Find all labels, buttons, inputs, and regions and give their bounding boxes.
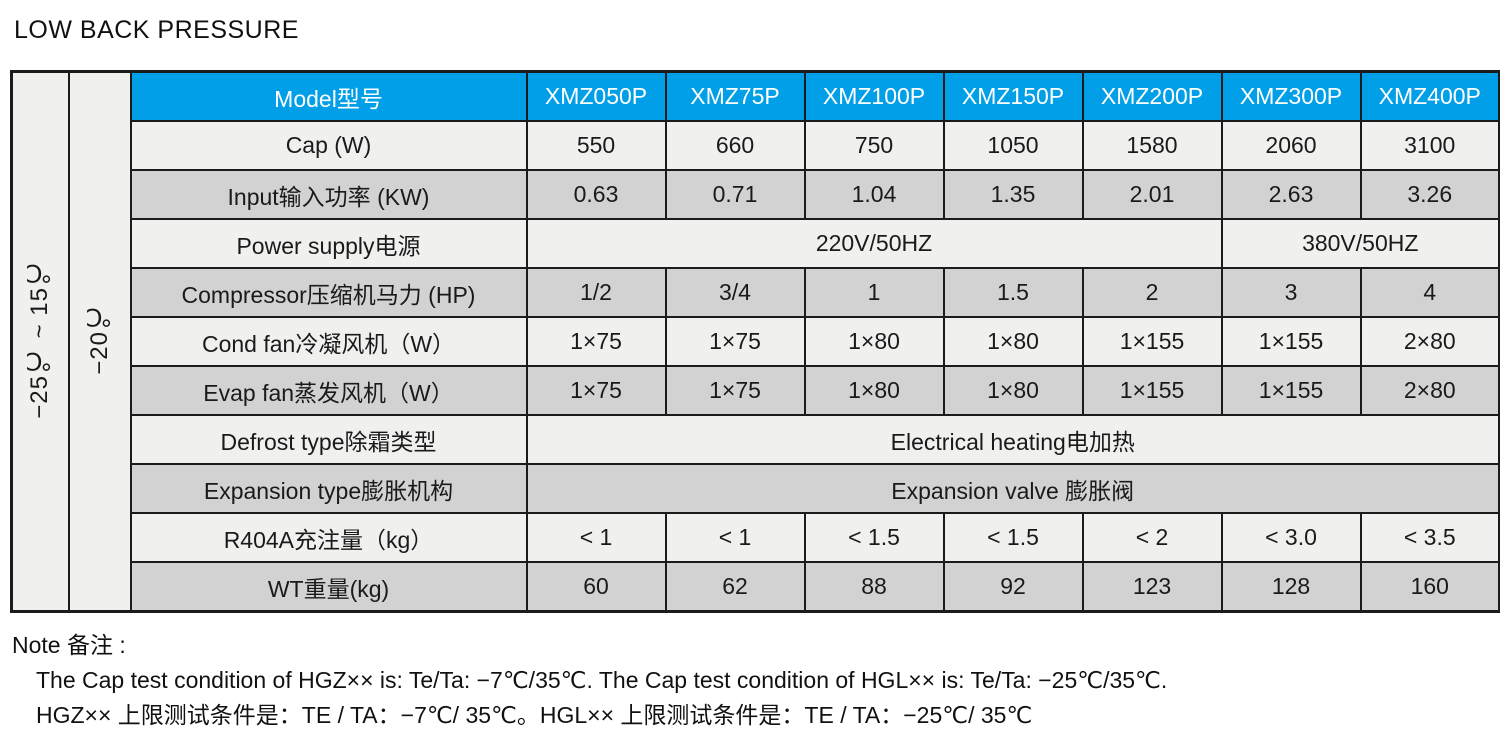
model-column-header: XMZ75P: [664, 70, 806, 122]
table-cell: 0.71: [664, 169, 806, 220]
table-cell: < 3.0: [1220, 512, 1362, 563]
table-cell: 2×80: [1359, 365, 1500, 416]
table-cell: 1×155: [1081, 316, 1223, 367]
row-label: Input输入功率 (KW): [129, 169, 528, 220]
note-line-english: The Cap test condition of HGZ×× is: Te/T…: [36, 667, 1168, 693]
table-cell: 1×80: [803, 365, 945, 416]
table-cell: 1×75: [525, 365, 667, 416]
table-cell: 160: [1359, 561, 1500, 613]
row-label: Cond fan冷凝风机（W）: [129, 316, 528, 367]
table-cell: < 3.5: [1359, 512, 1500, 563]
table-cell: 3: [1220, 267, 1362, 318]
table-cell: 2.63: [1220, 169, 1362, 220]
model-column-header: XMZ100P: [803, 70, 945, 122]
table-cell: 128: [1220, 561, 1362, 613]
table-cell: 1×75: [664, 365, 806, 416]
table-cell: 3.26: [1359, 169, 1500, 220]
row-label: Power supply电源: [129, 218, 528, 269]
table-row: WT重量(kg) 60 62 88 92 123 128 160: [12, 561, 1500, 613]
table-cell: 220V/50HZ: [525, 218, 1223, 269]
row-label: WT重量(kg): [129, 561, 528, 613]
table-cell: 123: [1081, 561, 1223, 613]
table-cell: Electrical heating电加热: [525, 414, 1500, 465]
model-header-label: Model型号: [129, 70, 528, 122]
table-cell: 1: [803, 267, 945, 318]
table-cell: 1×80: [942, 365, 1084, 416]
table-cell: < 1: [525, 512, 667, 563]
table-cell: 1×155: [1220, 316, 1362, 367]
model-column-header: XMZ050P: [525, 70, 667, 122]
table-row: Expansion type膨胀机构 Expansion valve 膨胀阀: [12, 463, 1500, 514]
table-cell: 2060: [1220, 120, 1362, 171]
table-cell: 1/2: [525, 267, 667, 318]
table-cell: < 1.5: [803, 512, 945, 563]
page-title: LOW BACK PRESSURE: [14, 16, 299, 44]
model-column-header: XMZ150P: [942, 70, 1084, 122]
row-label: Defrost type除霜类型: [129, 414, 528, 465]
note-section: Note 备注 : The Cap test condition of HGZ×…: [12, 628, 1167, 733]
table-cell: 1050: [942, 120, 1084, 171]
row-label: Compressor压缩机马力 (HP): [129, 267, 528, 318]
table-row: Power supply电源 220V/50HZ 380V/50HZ: [12, 218, 1500, 269]
table-cell: < 1: [664, 512, 806, 563]
table-cell: < 2: [1081, 512, 1223, 563]
temp-range-label: −25℃ ~ 15℃: [26, 258, 54, 419]
table-cell: 92: [942, 561, 1084, 613]
table-row: Defrost type除霜类型 Electrical heating电加热: [12, 414, 1500, 465]
table-cell: 1×80: [942, 316, 1084, 367]
table-cell: 660: [664, 120, 806, 171]
table-cell: 1.5: [942, 267, 1084, 318]
table-row: Cond fan冷凝风机（W） 1×75 1×75 1×80 1×80 1×155 1×15…: [12, 316, 1500, 367]
row-label: R404A充注量（kg）: [129, 512, 528, 563]
table-cell: 2×80: [1359, 316, 1500, 367]
model-header-row: −25℃ ~ 15℃ −20℃ Model型号 XMZ050P XMZ75P XMZ100…: [10, 70, 1500, 613]
evap-temp-cell: −20℃: [67, 70, 132, 613]
table-cell: 1.35: [942, 169, 1084, 220]
row-label: Expansion type膨胀机构: [129, 463, 528, 514]
table-row: Evap fan蒸发风机（W） 1×75 1×75 1×80 1×80 1×155 1×15…: [12, 365, 1500, 416]
table-cell: 1×155: [1081, 365, 1223, 416]
table-cell: 1580: [1081, 120, 1223, 171]
table-cell: 1×80: [803, 316, 945, 367]
table-row: Input输入功率 (KW) 0.63 0.71 1.04 1.35 2.01 2.63 3.…: [12, 169, 1500, 220]
table-cell: 62: [664, 561, 806, 613]
table-cell: 60: [525, 561, 667, 613]
table-cell: 1.04: [803, 169, 945, 220]
model-column-header: XMZ300P: [1220, 70, 1362, 122]
evap-temp-label: −20℃: [85, 302, 113, 375]
temp-range-cell: −25℃ ~ 15℃: [10, 70, 70, 613]
table-cell: 2.01: [1081, 169, 1223, 220]
table-cell: 3100: [1359, 120, 1500, 171]
table-cell: 3/4: [664, 267, 806, 318]
table-cell: 380V/50HZ: [1220, 218, 1500, 269]
table-cell: Expansion valve 膨胀阀: [525, 463, 1500, 514]
table-cell: 1×155: [1220, 365, 1362, 416]
spec-table: −25℃ ~ 15℃ −20℃ Model型号 XMZ050P XMZ75P XMZ100…: [10, 70, 1500, 613]
table-row: Cap (W) 550 660 750 1050 1580 2060 3100: [12, 120, 1500, 171]
table-cell: 0.63: [525, 169, 667, 220]
table-cell: 1×75: [525, 316, 667, 367]
table-cell: 88: [803, 561, 945, 613]
table-row: Compressor压缩机马力 (HP) 1/2 3/4 1 1.5 2 3 4: [12, 267, 1500, 318]
table-row: R404A充注量（kg） < 1 < 1 < 1.5 < 1.5 < 2 < 3.0 < 3.…: [12, 512, 1500, 563]
model-column-header: XMZ200P: [1081, 70, 1223, 122]
table-cell: 4: [1359, 267, 1500, 318]
row-label: Cap (W): [129, 120, 528, 171]
note-line-chinese: HGZ×× 上限测试条件是：TE / TA：−7℃/ 35℃。HGL×× 上限测…: [36, 702, 1033, 728]
table-cell: 1×75: [664, 316, 806, 367]
table-cell: < 1.5: [942, 512, 1084, 563]
table-cell: 2: [1081, 267, 1223, 318]
row-label: Evap fan蒸发风机（W）: [129, 365, 528, 416]
model-column-header: XMZ400P: [1359, 70, 1500, 122]
table-cell: 550: [525, 120, 667, 171]
table-cell: 750: [803, 120, 945, 171]
note-title: Note 备注 :: [12, 632, 126, 658]
